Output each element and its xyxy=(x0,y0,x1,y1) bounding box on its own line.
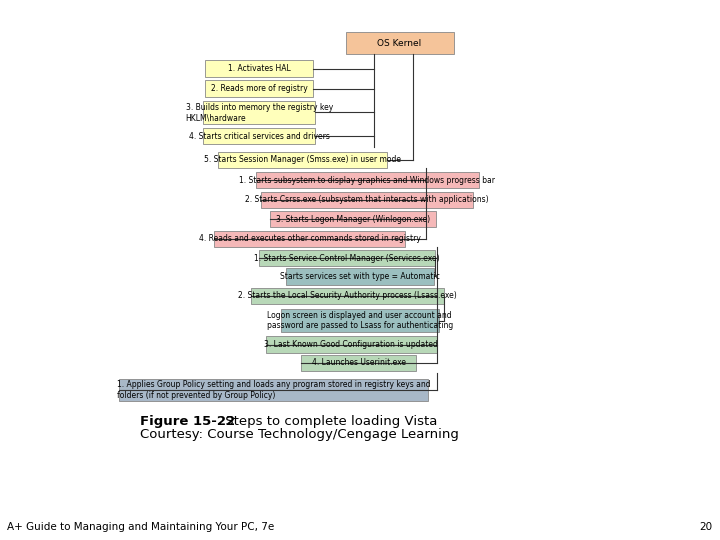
FancyBboxPatch shape xyxy=(205,60,313,77)
FancyBboxPatch shape xyxy=(259,250,435,266)
Text: OS Kernel: OS Kernel xyxy=(377,39,422,48)
FancyBboxPatch shape xyxy=(203,128,315,144)
FancyBboxPatch shape xyxy=(205,80,313,97)
FancyBboxPatch shape xyxy=(301,355,416,371)
Text: 4. Reads and executes other commands stored in registry: 4. Reads and executes other commands sto… xyxy=(199,234,420,243)
FancyBboxPatch shape xyxy=(266,336,437,353)
FancyBboxPatch shape xyxy=(270,211,436,227)
FancyBboxPatch shape xyxy=(256,172,479,188)
Text: 3. Starts Logon Manager (Winlogon.exe): 3. Starts Logon Manager (Winlogon.exe) xyxy=(276,215,430,224)
FancyBboxPatch shape xyxy=(119,379,428,401)
Text: 3. Builds into memory the registry key
HKLM\hardware: 3. Builds into memory the registry key H… xyxy=(186,103,333,122)
Text: 20: 20 xyxy=(700,522,713,532)
Text: 3. Last Known Good Configuration is updated: 3. Last Known Good Configuration is upda… xyxy=(264,340,438,349)
Text: 4. Starts critical services and drivers: 4. Starts critical services and drivers xyxy=(189,132,330,140)
Text: 5. Starts Session Manager (Smss.exe) in user mode: 5. Starts Session Manager (Smss.exe) in … xyxy=(204,156,401,164)
Text: Logon screen is displayed and user account and
password are passed to Lsass for : Logon screen is displayed and user accou… xyxy=(267,311,453,330)
FancyBboxPatch shape xyxy=(217,152,387,168)
FancyBboxPatch shape xyxy=(346,32,454,54)
Text: 2. Starts Csrss.exe (subsystem that interacts with applications): 2. Starts Csrss.exe (subsystem that inte… xyxy=(246,195,489,204)
FancyBboxPatch shape xyxy=(251,288,444,304)
Text: 1. Activates HAL: 1. Activates HAL xyxy=(228,64,291,73)
Text: 2. Starts the Local Security Authority process (Lsass.exe): 2. Starts the Local Security Authority p… xyxy=(238,292,456,300)
FancyBboxPatch shape xyxy=(281,309,439,332)
Text: Figure 15-22: Figure 15-22 xyxy=(140,415,235,428)
FancyBboxPatch shape xyxy=(261,192,474,208)
FancyBboxPatch shape xyxy=(203,101,315,124)
Text: Starts services set with type = Automatic: Starts services set with type = Automati… xyxy=(280,272,440,281)
FancyBboxPatch shape xyxy=(287,268,433,285)
FancyBboxPatch shape xyxy=(215,231,405,247)
Text: 1. Starts subsystem to display graphics and Windows progress bar: 1. Starts subsystem to display graphics … xyxy=(239,176,495,185)
Text: 4. Launches Userinit.exe: 4. Launches Userinit.exe xyxy=(312,359,405,367)
Text: 2. Reads more of registry: 2. Reads more of registry xyxy=(211,84,307,93)
Text: 1. Starts Service Control Manager (Services.exe): 1. Starts Service Control Manager (Servi… xyxy=(254,254,440,262)
Text: A+ Guide to Managing and Maintaining Your PC, 7e: A+ Guide to Managing and Maintaining You… xyxy=(7,522,274,532)
Text: Courtesy: Course Technology/Cengage Learning: Courtesy: Course Technology/Cengage Lear… xyxy=(140,428,459,441)
Text: 1. Applies Group Policy setting and loads any program stored in registry keys an: 1. Applies Group Policy setting and load… xyxy=(117,380,431,400)
Text: Steps to complete loading Vista: Steps to complete loading Vista xyxy=(221,415,438,428)
